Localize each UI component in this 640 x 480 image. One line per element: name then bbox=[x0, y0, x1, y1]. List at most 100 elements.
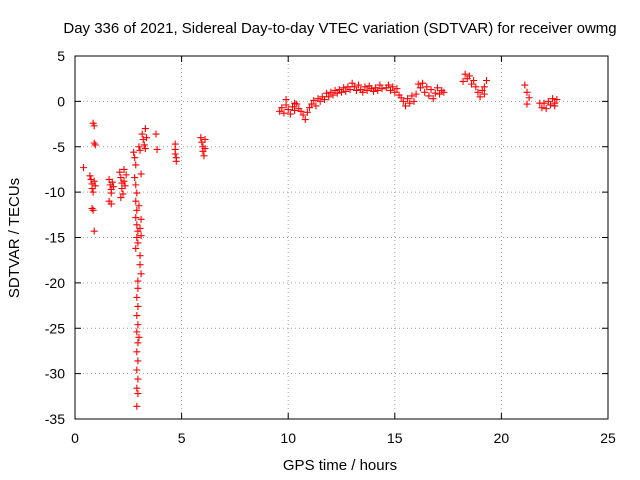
data-point bbox=[355, 81, 363, 89]
data-points bbox=[80, 70, 561, 410]
data-point bbox=[350, 83, 358, 91]
data-point bbox=[153, 145, 161, 153]
data-point bbox=[132, 244, 140, 252]
data-point bbox=[141, 145, 149, 153]
data-point bbox=[171, 150, 179, 158]
data-point bbox=[90, 139, 98, 147]
data-point bbox=[282, 96, 290, 104]
data-point bbox=[323, 89, 331, 97]
data-point bbox=[90, 227, 98, 235]
data-point bbox=[342, 87, 350, 95]
data-point bbox=[91, 182, 99, 190]
data-point bbox=[133, 384, 141, 392]
y-tick-label: -35 bbox=[45, 411, 65, 427]
data-point bbox=[476, 93, 484, 101]
data-point bbox=[133, 293, 141, 301]
x-tick-label: 25 bbox=[600, 430, 616, 446]
data-point bbox=[134, 357, 142, 365]
data-point bbox=[86, 172, 94, 180]
data-point bbox=[152, 130, 160, 138]
data-point bbox=[346, 86, 354, 94]
x-tick-label: 5 bbox=[178, 430, 186, 446]
data-point bbox=[133, 312, 141, 320]
data-point bbox=[389, 83, 397, 91]
data-point bbox=[521, 81, 529, 89]
data-point bbox=[316, 97, 324, 105]
data-point bbox=[414, 80, 422, 88]
data-point bbox=[423, 83, 431, 91]
data-point bbox=[433, 84, 441, 92]
data-point bbox=[474, 88, 482, 96]
y-tick-label: 0 bbox=[57, 93, 65, 109]
data-point bbox=[308, 100, 316, 108]
data-point bbox=[134, 321, 142, 329]
data-point bbox=[401, 102, 409, 110]
x-tick-label: 20 bbox=[494, 430, 510, 446]
data-point bbox=[136, 224, 144, 232]
data-point bbox=[468, 80, 476, 88]
data-point bbox=[120, 165, 128, 173]
data-point bbox=[478, 86, 486, 94]
data-point bbox=[107, 189, 115, 197]
data-point bbox=[320, 96, 328, 104]
data-point bbox=[133, 189, 141, 197]
chart-title: Day 336 of 2021, Sidereal Day-to-day VTE… bbox=[63, 20, 616, 37]
data-point bbox=[139, 135, 147, 143]
data-point bbox=[135, 143, 143, 151]
data-point bbox=[359, 88, 367, 96]
data-point bbox=[404, 95, 412, 103]
data-point bbox=[278, 104, 286, 112]
data-point bbox=[280, 109, 288, 117]
data-point bbox=[133, 221, 141, 229]
data-point bbox=[333, 89, 341, 97]
data-point bbox=[135, 202, 143, 210]
data-point bbox=[408, 92, 416, 100]
data-point bbox=[312, 102, 320, 110]
data-point bbox=[461, 70, 469, 78]
data-point bbox=[540, 99, 548, 107]
data-point bbox=[120, 177, 128, 185]
y-axis-title: SDTVAR / TECUs bbox=[6, 178, 23, 298]
data-point bbox=[406, 99, 414, 107]
data-point bbox=[134, 239, 142, 247]
data-point bbox=[480, 83, 488, 91]
data-point bbox=[459, 77, 467, 85]
data-point bbox=[201, 145, 209, 153]
data-point bbox=[116, 168, 124, 176]
data-point bbox=[130, 148, 138, 156]
data-point bbox=[200, 152, 208, 160]
data-point bbox=[542, 105, 550, 113]
data-point bbox=[391, 88, 399, 96]
data-point bbox=[299, 111, 307, 119]
data-point bbox=[136, 261, 144, 269]
data-point bbox=[121, 182, 129, 190]
data-point bbox=[91, 141, 99, 149]
data-point bbox=[88, 204, 96, 212]
data-point bbox=[134, 284, 142, 292]
data-point bbox=[109, 183, 117, 191]
data-point bbox=[288, 103, 296, 111]
x-tick-label: 15 bbox=[387, 430, 403, 446]
data-point bbox=[134, 339, 142, 347]
data-point bbox=[340, 84, 348, 92]
data-point bbox=[470, 77, 478, 85]
y-tick-label: -5 bbox=[53, 139, 66, 155]
data-point bbox=[133, 402, 141, 410]
x-tick-label: 10 bbox=[280, 430, 296, 446]
data-point bbox=[133, 234, 141, 241]
axis-ticks bbox=[74, 55, 609, 420]
data-point bbox=[465, 72, 473, 80]
data-point bbox=[374, 86, 382, 94]
data-point bbox=[397, 94, 405, 102]
data-point bbox=[137, 232, 145, 240]
data-point bbox=[137, 270, 145, 278]
data-point bbox=[134, 302, 142, 310]
data-point bbox=[172, 157, 180, 165]
data-point bbox=[134, 390, 142, 398]
data-point bbox=[427, 86, 435, 94]
data-point bbox=[89, 206, 97, 214]
y-tick-label: -15 bbox=[45, 230, 65, 246]
data-point bbox=[549, 95, 557, 103]
data-point bbox=[551, 102, 559, 110]
data-point bbox=[303, 108, 311, 116]
